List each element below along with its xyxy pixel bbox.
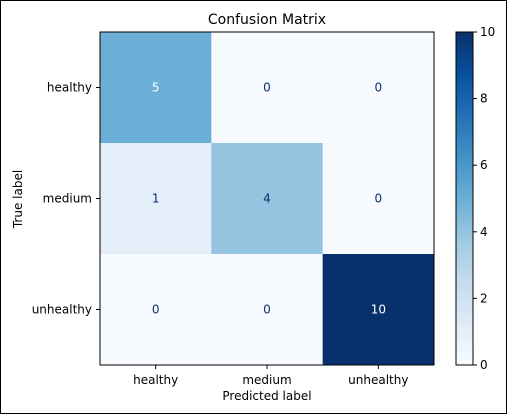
matrix-cells (100, 32, 435, 366)
colorbar-ticks: 0 2 4 6 8 10 (473, 25, 495, 372)
y-tick-label-medium: medium (43, 192, 92, 206)
x-tick-label-medium: medium (242, 373, 291, 387)
matrix-cell-0-1 (211, 32, 324, 144)
cell-value-2-1: 0 (263, 303, 271, 317)
y-tick-label-healthy: healthy (47, 81, 92, 95)
x-tick-label-healthy: healthy (133, 373, 178, 387)
cell-value-1-2: 0 (375, 192, 383, 206)
cell-value-2-0: 0 (152, 303, 160, 317)
colorbar-tick-label-0: 0 (480, 358, 488, 372)
matrix-cell-2-2 (322, 254, 435, 366)
colorbar-tick-label-6: 6 (480, 158, 488, 172)
colorbar (455, 31, 474, 366)
x-tick-label-unhealthy: unhealthy (348, 373, 408, 387)
matrix-cell-labels: 5 0 0 1 4 0 0 0 10 (152, 81, 386, 317)
y-axis-label: True label (11, 170, 25, 229)
colorbar-tick-label-8: 8 (480, 92, 488, 106)
colorbar-tick-label-10: 10 (480, 25, 495, 39)
cell-value-1-1: 4 (263, 192, 271, 206)
colorbar-tick-label-2: 2 (480, 291, 488, 305)
matrix-cell-0-2 (322, 32, 435, 144)
matrix-cell-2-1 (211, 254, 324, 366)
y-tick-label-unhealthy: unhealthy (32, 303, 92, 317)
cell-value-1-0: 1 (152, 192, 160, 206)
colorbar-tick-label-4: 4 (480, 225, 488, 239)
x-axis-label: Predicted label (222, 389, 311, 403)
matrix-cell-1-0 (100, 143, 212, 255)
cell-value-0-0: 5 (152, 81, 160, 95)
cell-value-0-2: 0 (375, 81, 383, 95)
matrix-cell-1-1 (211, 143, 324, 255)
y-axis-ticks: healthy medium unhealthy (32, 81, 100, 317)
x-axis-ticks: healthy medium unhealthy (133, 365, 408, 387)
cell-value-2-2: 10 (371, 303, 386, 317)
chart-title: Confusion Matrix (208, 12, 326, 28)
matrix-cell-2-0 (100, 254, 212, 366)
matrix-cell-1-2 (322, 143, 435, 255)
matrix-cell-0-0 (100, 32, 212, 144)
cell-value-0-1: 0 (263, 81, 271, 95)
